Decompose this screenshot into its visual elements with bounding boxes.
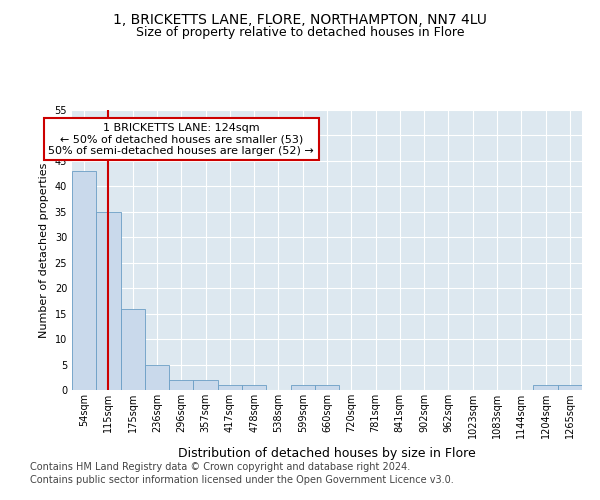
Bar — [315, 385, 339, 390]
X-axis label: Distribution of detached houses by size in Flore: Distribution of detached houses by size … — [178, 446, 476, 460]
Y-axis label: Number of detached properties: Number of detached properties — [39, 162, 49, 338]
Text: 1, BRICKETTS LANE, FLORE, NORTHAMPTON, NN7 4LU: 1, BRICKETTS LANE, FLORE, NORTHAMPTON, N… — [113, 12, 487, 26]
Bar — [121, 308, 145, 390]
Text: Contains public sector information licensed under the Open Government Licence v3: Contains public sector information licen… — [30, 475, 454, 485]
Bar — [533, 385, 558, 390]
Bar — [193, 380, 218, 390]
Text: 1 BRICKETTS LANE: 124sqm
← 50% of detached houses are smaller (53)
50% of semi-d: 1 BRICKETTS LANE: 124sqm ← 50% of detach… — [49, 122, 314, 156]
Bar — [558, 385, 582, 390]
Bar — [290, 385, 315, 390]
Bar — [72, 171, 96, 390]
Bar — [218, 385, 242, 390]
Bar — [145, 364, 169, 390]
Text: Contains HM Land Registry data © Crown copyright and database right 2024.: Contains HM Land Registry data © Crown c… — [30, 462, 410, 472]
Text: Size of property relative to detached houses in Flore: Size of property relative to detached ho… — [136, 26, 464, 39]
Bar — [242, 385, 266, 390]
Bar — [169, 380, 193, 390]
Bar — [96, 212, 121, 390]
